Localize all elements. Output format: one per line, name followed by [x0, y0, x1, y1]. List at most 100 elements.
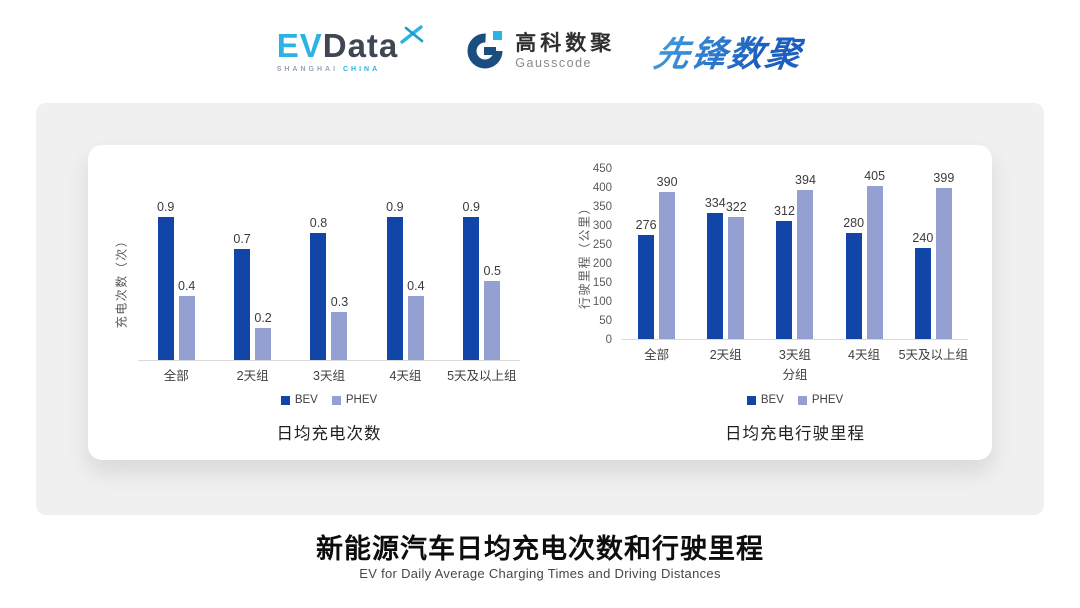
plot-area: 276 390 334 322 312 394 280 405 240 399: [622, 169, 968, 340]
bar-value-label: 399: [933, 171, 955, 186]
evdata-wordmark: EV Data: [276, 25, 425, 64]
page-title: 新能源汽车日均充电次数和行驶里程: [316, 534, 764, 564]
y-axis-tick: 400: [592, 182, 612, 194]
bar-group: 334 322: [705, 169, 747, 339]
legend-swatch: [280, 395, 290, 405]
bar-value-label: 0.9: [156, 199, 175, 214]
bar-group: 0.7 0.2: [233, 201, 272, 360]
legend-label: PHEV: [811, 394, 844, 406]
legend-swatch: [746, 395, 756, 405]
chart-charging-times: 充电次数（次） 0.9 0.4 0.7 0.2 0.8 0.3 0.9 0.4 0.9 0.5 全部 2…: [88, 145, 540, 460]
category-label: 5天及以上组: [447, 369, 517, 383]
bar-value-label: 0.4: [177, 279, 196, 294]
bar-group: 0.8 0.3: [310, 201, 349, 360]
bar-value-label: 0.9: [386, 199, 404, 214]
bar-bev: 276: [636, 218, 657, 339]
legend: BEV PHEV: [622, 394, 968, 406]
y-axis-tick: 300: [592, 220, 612, 232]
bar-group: 240 399: [912, 169, 954, 339]
bar-group: 0.9 0.4: [386, 199, 425, 360]
bar-value-label: 0.8: [309, 215, 328, 230]
category-label: 4天组: [389, 369, 422, 383]
chart-driving-distance: 行驶里程（公里） 0 50 100 150 200 250 300 350 400 450 276 39…: [540, 145, 992, 460]
bar-bev: 0.9: [157, 200, 174, 360]
bar-bev: 334: [705, 196, 726, 339]
legend-swatch: [797, 395, 807, 405]
category-label: 2天组: [236, 369, 269, 383]
bar-bev: 0.7: [233, 232, 251, 360]
bar-phev: 0.2: [254, 311, 272, 360]
evdata-logo: EV Data SHANGHAI CHINA: [276, 25, 425, 73]
gausscode-cn-text: 高科数聚: [515, 31, 616, 55]
category-label: 2天组: [709, 348, 742, 362]
bar-value-label: 390: [656, 174, 678, 189]
logo-row: EV Data SHANGHAI CHINA: [0, 20, 1080, 82]
bar-value-label: 334: [704, 195, 726, 210]
y-axis-tick: 350: [592, 201, 612, 213]
bar-value-label: 394: [795, 173, 816, 188]
page-subtitle: EV for Daily Average Charging Times and …: [359, 566, 721, 581]
bar-group: 280 405: [843, 169, 885, 339]
y-axis-title: 充电次数（次）: [114, 233, 129, 329]
legend-label: BEV: [760, 394, 784, 406]
category-labels: 全部 2天组 3天组 4天组 5天及以上组: [622, 344, 968, 363]
gray-panel: 充电次数（次） 0.9 0.4 0.7 0.2 0.8 0.3 0.9 0.4 0.9 0.5 全部 2…: [36, 103, 1044, 515]
bar-phev: 405: [864, 169, 885, 339]
category-label: 全部: [163, 369, 189, 383]
y-axis-tick: 100: [592, 296, 612, 308]
evdata-subtext: SHANGHAI CHINA: [277, 66, 425, 73]
bar-phev: 322: [726, 200, 747, 339]
chart-card: 充电次数（次） 0.9 0.4 0.7 0.2 0.8 0.3 0.9 0.4 0.9 0.5 全部 2…: [88, 145, 992, 460]
chart-title: 日均充电行驶里程: [725, 425, 865, 443]
bar-bev: 0.9: [463, 200, 480, 360]
y-axis-tick: 50: [599, 315, 612, 327]
bar-bev: 312: [774, 204, 795, 339]
y-axis-tick: 0: [605, 334, 612, 346]
bar-group: 0.9 0.5: [463, 200, 501, 360]
gausscode-logo: 高科数聚 Gausscode: [464, 28, 615, 75]
evdata-x-icon: [400, 25, 424, 49]
legend-item: PHEV: [797, 394, 844, 406]
category-labels: 全部 2天组 3天组 4天组 5天及以上组: [138, 365, 520, 384]
bar-group: 312 394: [774, 169, 816, 339]
category-label: 5天及以上组: [898, 348, 969, 362]
evdata-ev-text: EV: [276, 27, 323, 64]
y-axis-title: 行驶里程（公里）: [577, 200, 592, 309]
bar-bev: 280: [843, 216, 864, 339]
x-axis-title: 分组: [782, 368, 808, 382]
legend-item: BEV: [746, 394, 784, 406]
category-label: 4天组: [848, 348, 880, 362]
bar-value-label: 0.3: [330, 295, 349, 310]
bar-value-label: 322: [725, 200, 747, 215]
y-axis-tick: 250: [592, 239, 612, 251]
y-axis-tick: 200: [592, 258, 612, 270]
evdata-shanghai-text: SHANGHAI: [276, 66, 339, 73]
bar-group: 276 390: [636, 169, 678, 339]
gausscode-g-icon: [464, 28, 506, 75]
bar-value-label: 0.9: [462, 199, 480, 214]
category-label: 全部: [644, 348, 670, 362]
bar-value-label: 405: [864, 169, 886, 183]
bar-bev: 240: [912, 231, 933, 339]
legend: BEV PHEV: [138, 394, 520, 406]
bar-value-label: 0.4: [407, 279, 425, 294]
legend-label: PHEV: [345, 394, 378, 406]
bar-bev: 0.8: [310, 216, 327, 360]
bar-value-label: 276: [635, 217, 657, 232]
evdata-data-text: Data: [322, 27, 399, 64]
bar-value-label: 0.2: [254, 311, 272, 326]
bar-value-label: 240: [912, 231, 934, 246]
bar-phev: 390: [657, 175, 678, 339]
xianfeng-logo: 先锋数聚: [651, 26, 808, 77]
legend-label: BEV: [294, 394, 318, 406]
chart-title: 日均充电次数: [276, 425, 382, 443]
bar-group: 0.9 0.4: [157, 200, 195, 360]
bar-phev: 394: [795, 173, 816, 339]
bar-phev: 399: [933, 171, 954, 339]
gausscode-text: 高科数聚 Gausscode: [515, 32, 615, 71]
bar-phev: 0.4: [178, 279, 195, 360]
plot-area: 0.9 0.4 0.7 0.2 0.8 0.3 0.9 0.4 0.9 0.5: [138, 199, 520, 361]
category-label: 3天组: [313, 369, 345, 383]
y-axis-tick: 450: [592, 163, 612, 175]
